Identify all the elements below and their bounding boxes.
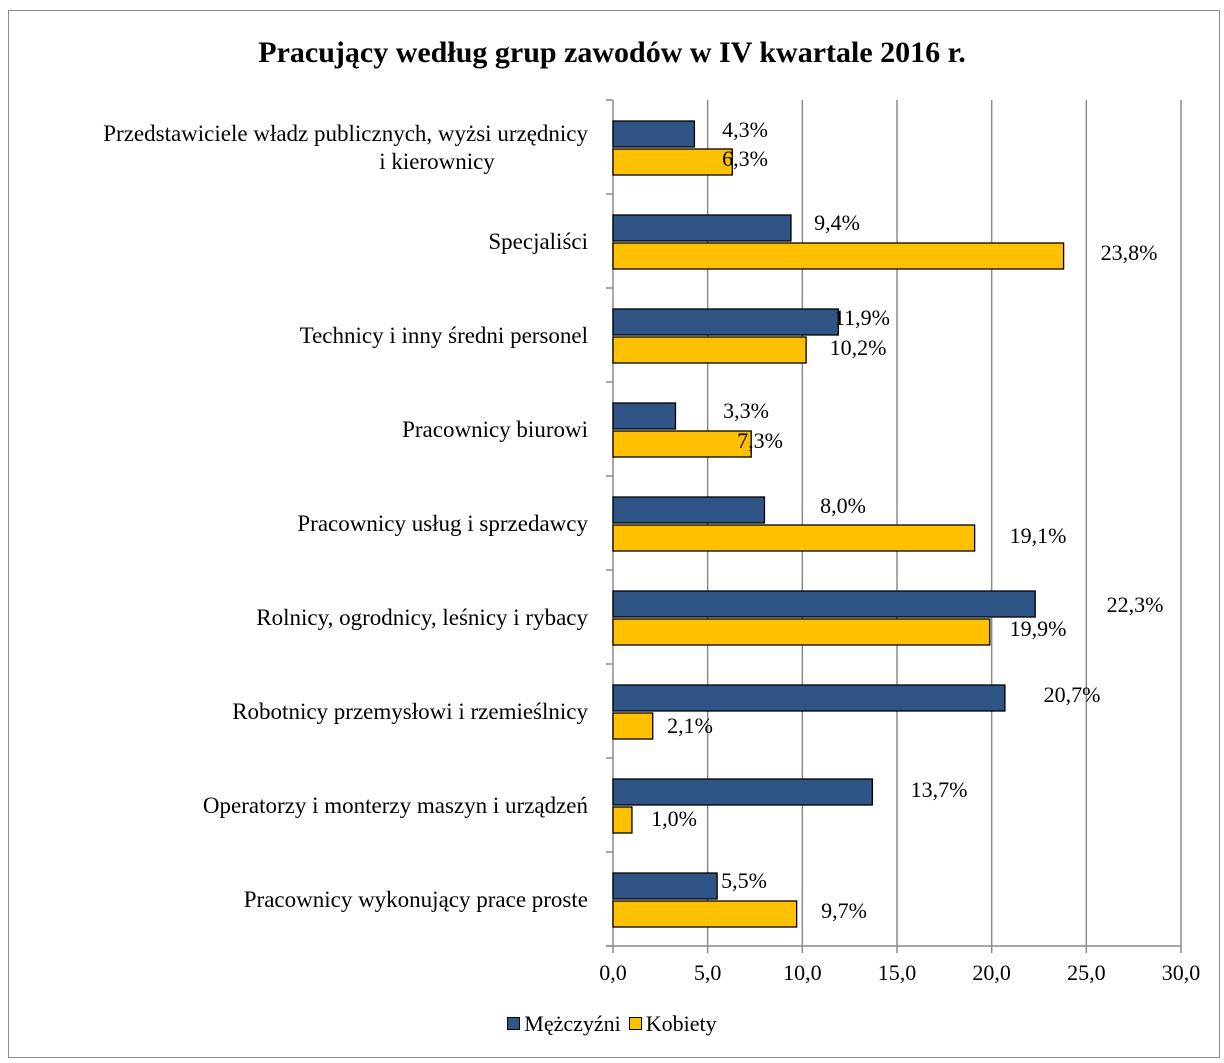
bar-women [612,430,752,458]
bar-women [612,336,807,364]
data-label-women: 9,7% [821,898,867,923]
category-label: Specjaliści [488,229,588,254]
legend-item: Mężczyźni [507,1011,621,1037]
data-label-men: 20,7% [1044,682,1101,707]
bar-men [612,402,677,430]
x-tick-label: 30,0 [1162,960,1201,985]
bar-men [612,496,766,524]
bar-men [612,684,1006,712]
category-label: Operatorzy i monterzy maszyn i urządzeń [203,793,589,818]
bar-women [612,712,654,740]
legend-swatch [507,1017,521,1030]
chart-title: Pracujący według grup zawodów w IV kwart… [258,36,966,69]
category-label: i kierownicy [379,149,495,174]
bar-men [612,308,839,336]
data-label-men: 9,4% [814,210,860,235]
data-label-women: 19,9% [1010,616,1067,641]
data-label-women: 2,1% [667,713,713,738]
bar-men [612,778,874,806]
data-label-women: 19,1% [1010,523,1067,548]
data-label-men: 13,7% [911,777,968,802]
bar-women [612,618,991,646]
x-tick-label: 20,0 [972,960,1011,985]
bar-women [612,242,1065,270]
data-label-men: 8,0% [820,493,866,518]
x-tick-label: 15,0 [878,960,917,985]
legend-label: Mężczyźni [524,1010,621,1036]
legend-item: Kobiety [628,1010,717,1037]
data-label-men: 5,5% [721,868,767,893]
x-tick-label: 10,0 [783,960,822,985]
category-label: Rolnicy, ogrodnicy, leśnicy i rybacy [256,605,588,630]
bar-women [612,524,976,552]
data-label-women: 6,3% [722,146,768,171]
category-label: Pracownicy biurowi [402,417,588,442]
x-tick-label: 0,0 [599,960,627,985]
data-label-women: 10,2% [830,335,887,360]
data-label-men: 22,3% [1107,592,1164,617]
data-label-women: 1,0% [651,806,697,831]
bar-women [612,148,733,176]
bar-women [612,806,633,834]
data-label-men: 3,3% [723,398,769,423]
category-label: Przedstawiciele władz publicznych, wyżsi… [103,121,588,146]
bar-men [612,214,792,242]
category-label: Pracownicy wykonujący prace proste [244,887,588,912]
legend: Mężczyźni Kobiety [0,1010,1224,1037]
category-label: Robotnicy przemysłowi i rzemieślnicy [232,699,588,724]
category-label: Technicy i inny średni personel [300,323,588,348]
category-label: Pracownicy usług i sprzedawcy [297,511,588,536]
legend-label: Kobiety [645,1010,717,1036]
x-tick-label: 25,0 [1067,960,1106,985]
data-label-women: 23,8% [1101,240,1158,265]
x-tick-label: 5,0 [694,960,722,985]
data-label-men: 11,9% [834,305,890,330]
legend-swatch [628,1017,642,1030]
bar-men [612,120,696,148]
bar-women [612,900,798,928]
data-label-women: 7,3% [737,428,783,453]
data-label-men: 4,3% [722,117,768,142]
bar-men [612,590,1036,618]
bar-men [612,872,718,900]
